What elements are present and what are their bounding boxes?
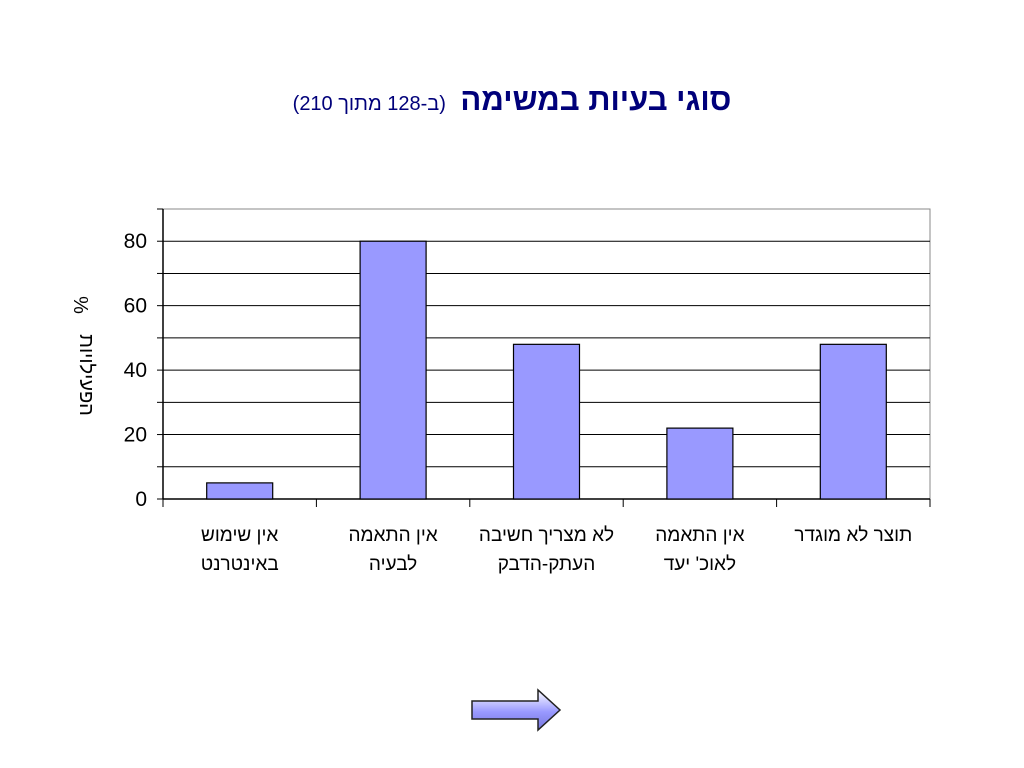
- x-category-label-line: לאוכ' יעד: [664, 554, 736, 575]
- bar: [512, 343, 581, 500]
- y-axis-label: הפעילויות: [75, 334, 97, 416]
- bar: [819, 343, 887, 500]
- y-tick-label: 0: [135, 488, 147, 511]
- x-category-label: אין שימוש באינטרנט: [201, 525, 279, 575]
- y-tick-label: 40: [124, 359, 147, 382]
- x-category-label: אין התאמה לאוכ' יעד: [655, 525, 744, 575]
- x-category-label-line: תוצר לא מוגדר: [794, 525, 912, 546]
- bar: [206, 482, 274, 500]
- x-category-label-line: אין שימוש: [201, 525, 278, 546]
- bar: [359, 240, 427, 500]
- y-axis-label-percent: %: [69, 296, 91, 314]
- title-main: סוגי בעיות במשימה: [460, 82, 732, 117]
- x-category-label-line: אין התאמה: [348, 525, 437, 546]
- x-category-label-line: לא מצריך חשיבה: [479, 525, 614, 546]
- x-category-label-line: לבעיה: [369, 554, 417, 575]
- next-slide-arrow-icon[interactable]: [470, 688, 562, 732]
- y-tick-label: 20: [124, 424, 147, 447]
- x-category-label: אין התאמה לבעיה: [348, 525, 437, 575]
- bar: [666, 427, 734, 500]
- x-category-label: תוצר לא מוגדר: [794, 525, 912, 546]
- arrow-shape[interactable]: [471, 688, 562, 732]
- bar-chart: 0 20 40 60 80 אין שימוש באינטרנט אין התאמה לבעיה…: [69, 208, 931, 575]
- x-category-label-line: אין התאמה: [655, 525, 744, 546]
- y-tick-label: 80: [124, 230, 147, 253]
- y-tick-label: 60: [124, 295, 147, 318]
- x-category-label-line: העתק-הדבק: [498, 554, 596, 575]
- x-category-label-line: באינטרנט: [201, 554, 279, 575]
- title-subtitle: (ב-128 מתוך 210): [292, 93, 446, 115]
- slide-title: סוגי בעיות במשימה (ב-128 מתוך 210): [0, 82, 1024, 118]
- x-category-label: לא מצריך חשיבה העתק-הדבק: [479, 525, 614, 575]
